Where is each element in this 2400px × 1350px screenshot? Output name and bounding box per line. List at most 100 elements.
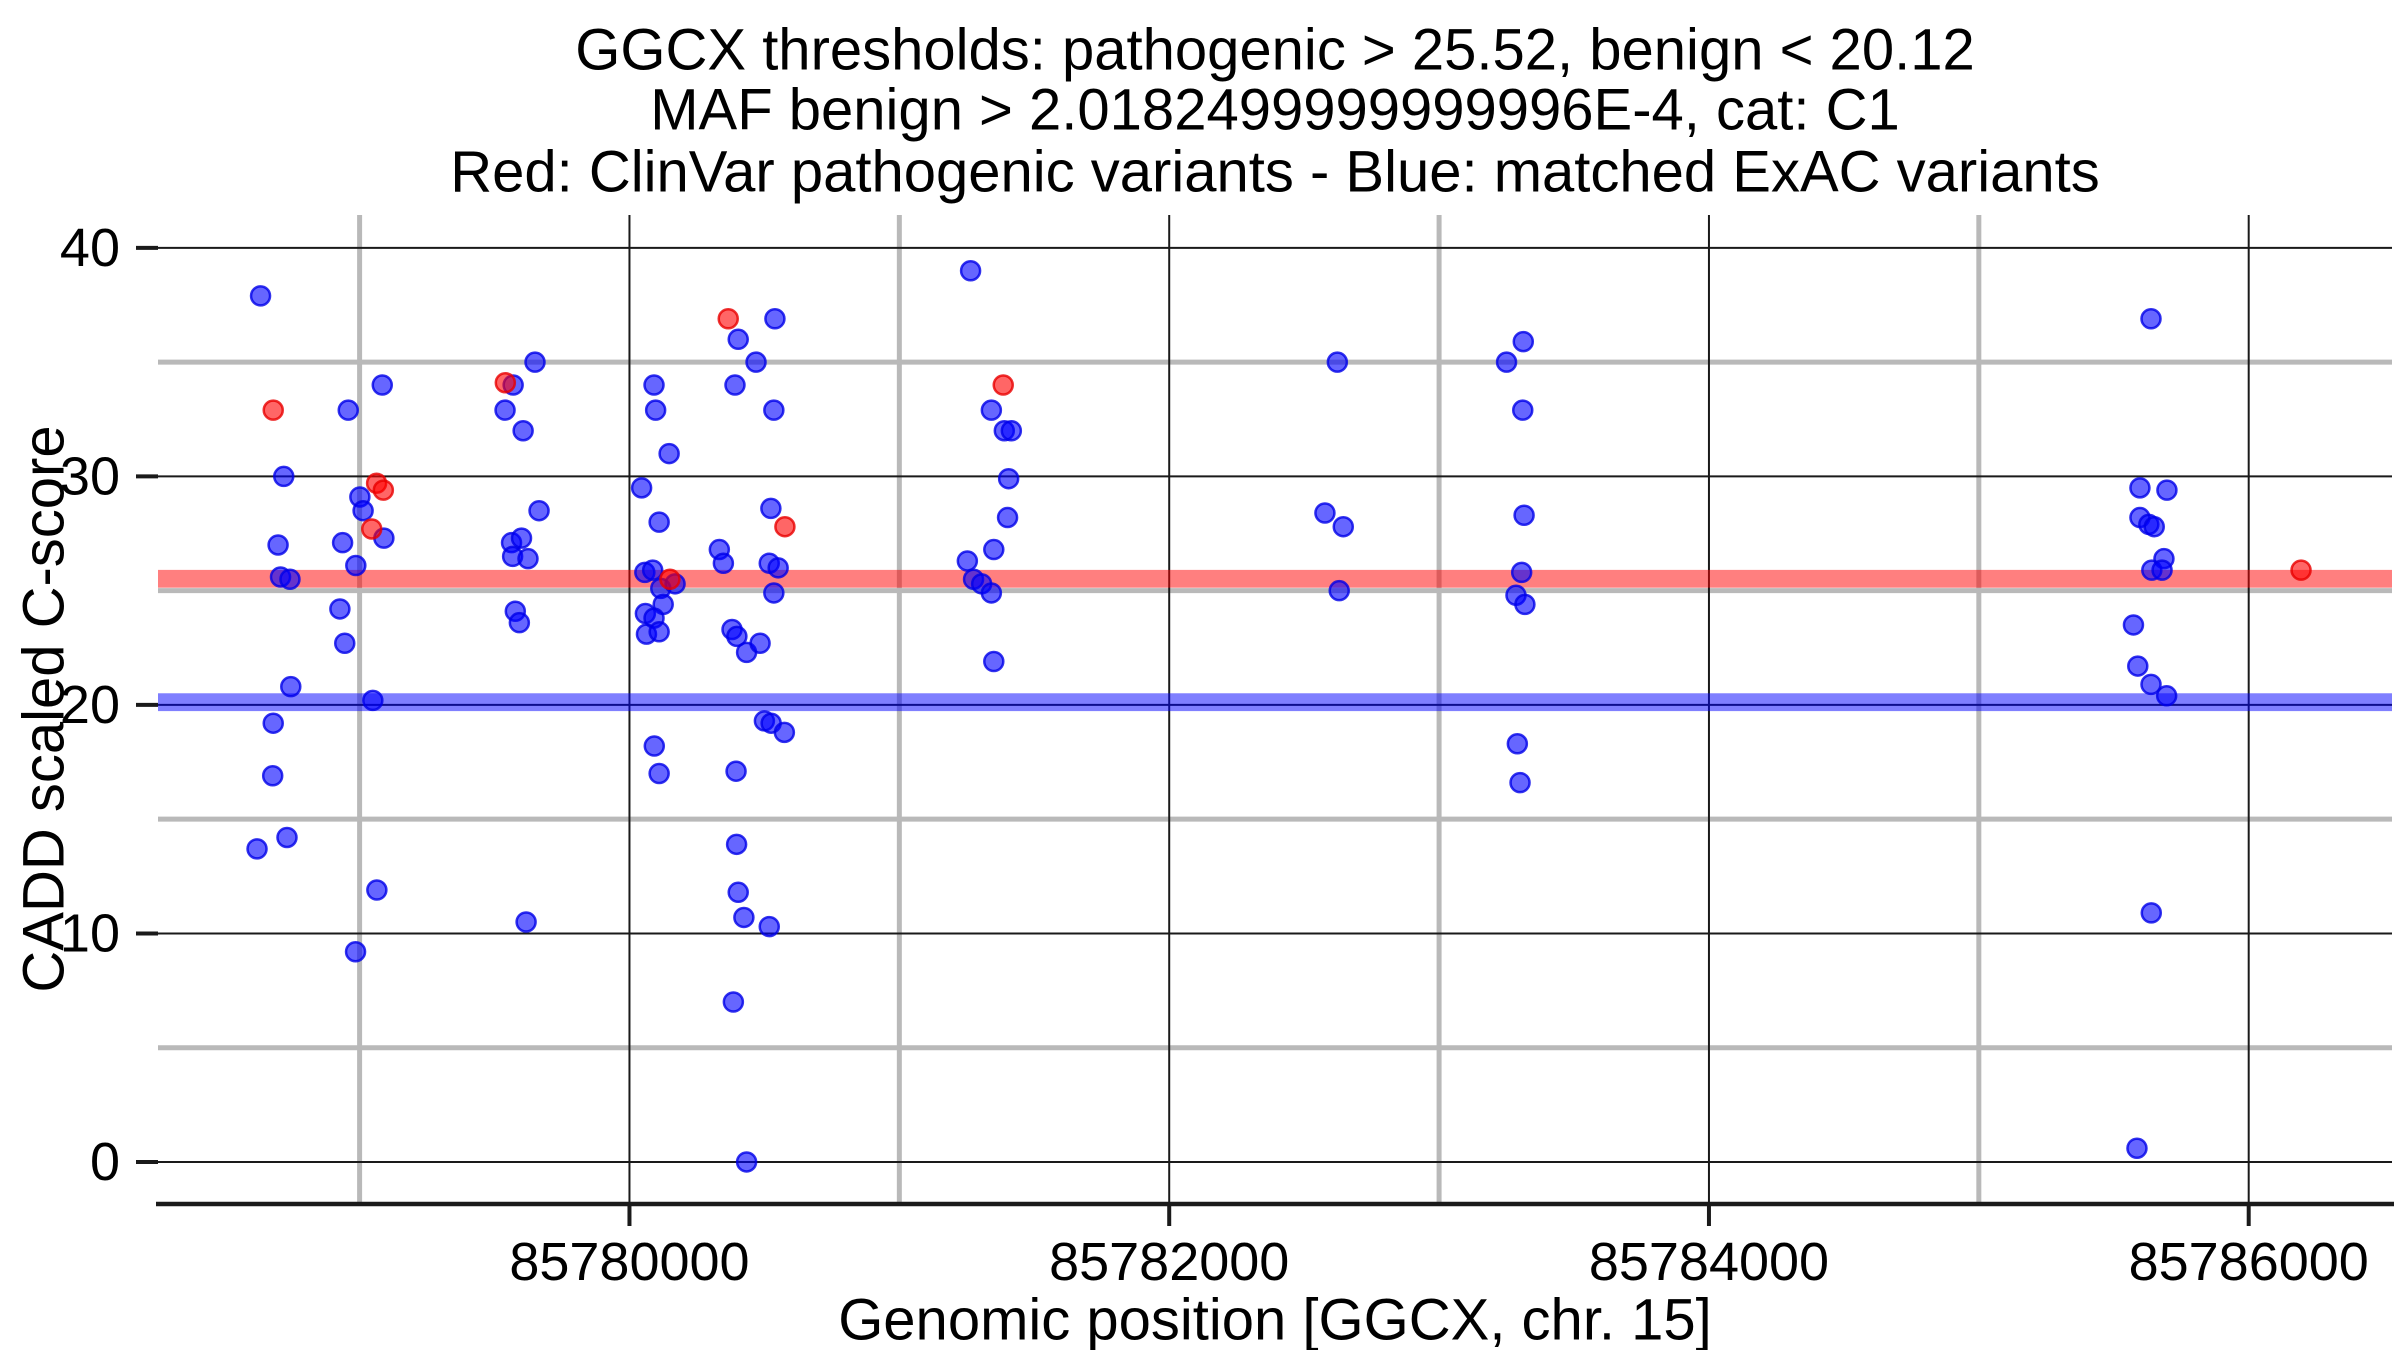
exac-matched-point xyxy=(512,419,534,442)
clinvar-pathogenic-point xyxy=(372,479,395,501)
exac-matched-point xyxy=(658,442,680,465)
benign-threshold-band xyxy=(158,693,2392,712)
tick-labels: 85780000 85782000 85784000 85786000 0 10 20 30 4… xyxy=(60,218,2369,1292)
exac-matched-point xyxy=(725,760,747,782)
exac-matched-point xyxy=(980,399,1003,421)
exac-matched-point xyxy=(997,467,1020,490)
exac-matched-point xyxy=(1314,502,1336,524)
exac-matched-point xyxy=(983,650,1005,673)
exac-matched-point xyxy=(1514,593,1536,616)
exac-matched-point xyxy=(712,552,735,575)
exac-matched-point xyxy=(2122,614,2145,636)
exac-matched-point xyxy=(956,550,979,572)
clinvar-pathogenic-point xyxy=(659,568,681,590)
exac-matched-point xyxy=(763,582,785,604)
exac-matched-point xyxy=(515,911,537,933)
exac-matched-point xyxy=(1510,561,1533,584)
exac-matched-point xyxy=(267,534,289,556)
chart-title-line-3: Red: ClinVar pathogenic variants - Blue:… xyxy=(450,140,2100,205)
x-tick-label: 85780000 xyxy=(509,1232,749,1292)
exac-matched-point xyxy=(773,721,796,744)
exac-matched-point xyxy=(727,881,749,904)
exac-matched-point xyxy=(280,675,302,698)
x-tick-label: 85782000 xyxy=(1049,1232,1289,1292)
exac-matched-point xyxy=(764,307,786,330)
threshold-bands xyxy=(158,569,2392,712)
exac-matched-point xyxy=(1506,733,1529,755)
chart-title-line-2: MAF benign > 2.0182499999999996E-4, cat:… xyxy=(650,78,1900,143)
exac-matched-point xyxy=(2126,1137,2148,1159)
x-tick-label: 85784000 xyxy=(1589,1232,1829,1292)
exac-matched-point xyxy=(983,538,1005,561)
exac-matched-point xyxy=(733,906,755,929)
exac-matched-point xyxy=(758,915,781,938)
exac-matched-point xyxy=(735,1151,758,1173)
axis-lines xyxy=(136,245,2394,1226)
exac-matched-point xyxy=(2127,655,2149,677)
exac-matched-point xyxy=(767,557,789,579)
scatter-points xyxy=(246,260,2312,1173)
exac-matched-point xyxy=(726,625,748,648)
exac-matched-point xyxy=(745,351,767,373)
exac-matched-point xyxy=(1512,330,1535,353)
chart-title-line-1: GGCX thresholds: pathogenic > 25.52, ben… xyxy=(575,18,1974,83)
clinvar-pathogenic-point xyxy=(992,374,1014,396)
exac-matched-point xyxy=(2143,515,2165,538)
exac-matched-point xyxy=(352,499,374,522)
exac-matched-point xyxy=(345,554,367,577)
exac-matched-point xyxy=(725,833,748,856)
y-axis-title: CADD scaled C-score xyxy=(12,425,77,992)
exac-matched-point xyxy=(641,559,664,581)
exac-matched-point xyxy=(1328,579,1350,602)
exac-matched-point xyxy=(262,712,284,734)
x-axis-title: Genomic position [GGCX, chr. 15] xyxy=(838,1288,1712,1350)
exac-matched-point xyxy=(1513,504,1535,527)
exac-matched-point xyxy=(329,598,351,620)
exac-matched-point xyxy=(2151,559,2173,581)
exac-matched-point xyxy=(648,621,670,643)
exac-matched-point xyxy=(1332,515,1355,538)
exac-matched-point xyxy=(724,374,746,396)
exac-matched-point xyxy=(528,499,550,522)
clinvar-pathogenic-point xyxy=(2290,559,2312,581)
x-tick-label: 85786000 xyxy=(2129,1232,2369,1292)
exac-matched-point xyxy=(1509,771,1531,794)
exac-matched-point xyxy=(648,511,670,533)
y-tick-label: 40 xyxy=(60,218,120,278)
exac-matched-point xyxy=(2155,685,2178,707)
pathogenic-threshold-band xyxy=(158,569,2392,588)
exac-matched-point xyxy=(763,399,785,421)
exac-matched-point xyxy=(644,399,667,421)
exac-matched-point xyxy=(261,765,284,787)
exac-matched-point xyxy=(362,689,384,712)
exac-matched-point xyxy=(508,611,531,634)
exac-matched-point xyxy=(366,879,388,901)
clinvar-pathogenic-point xyxy=(494,371,517,394)
exac-matched-point xyxy=(331,531,354,554)
y-tick-label: 20 xyxy=(60,675,120,735)
exac-matched-point xyxy=(643,735,666,757)
exac-matched-point xyxy=(510,527,533,549)
exac-matched-point xyxy=(337,399,360,421)
exac-matched-point xyxy=(1495,351,1518,373)
exac-matched-point xyxy=(2156,479,2178,501)
exac-matched-point xyxy=(1000,419,1023,442)
exac-matched-point xyxy=(371,374,394,396)
exac-matched-point xyxy=(524,351,546,373)
exac-matched-point xyxy=(2140,673,2162,696)
exac-matched-point xyxy=(996,506,1019,529)
clinvar-pathogenic-point xyxy=(360,518,383,540)
exac-matched-point xyxy=(246,838,268,860)
exac-matched-point xyxy=(517,547,539,570)
exac-matched-point xyxy=(276,826,298,849)
exac-matched-point xyxy=(643,374,665,396)
exac-matched-point xyxy=(279,568,301,590)
exac-matched-point xyxy=(494,399,516,421)
y-tick-label: 30 xyxy=(60,446,120,506)
exac-matched-point xyxy=(344,940,367,963)
y-tick-label: 0 xyxy=(90,1132,120,1192)
clinvar-pathogenic-point xyxy=(717,307,739,330)
exac-matched-point xyxy=(648,762,670,785)
exac-matched-point xyxy=(760,497,782,520)
